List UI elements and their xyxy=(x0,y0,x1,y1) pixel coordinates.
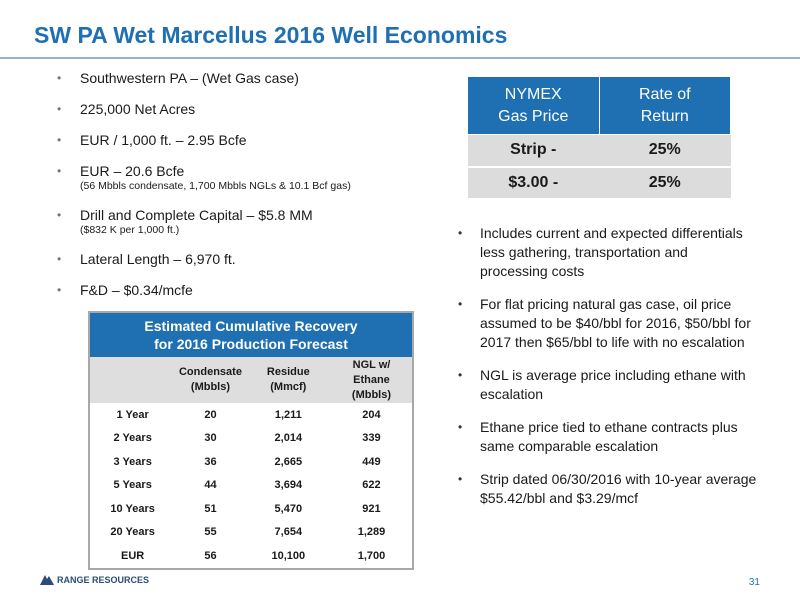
bullet-item: • Drill and Complete Capital – $5.8 MM (… xyxy=(50,207,410,237)
ngl-cell: 1,289 xyxy=(357,526,386,539)
period-cell: 5 Years xyxy=(113,479,152,492)
bullet-subtext: ($832 K per 1,000 ft.) xyxy=(80,224,180,236)
page-number: 31 xyxy=(748,577,760,588)
table-row: Strip - 25% xyxy=(467,134,731,168)
slide-title: SW PA Wet Marcellus 2016 Well Economics xyxy=(34,22,508,48)
period-col-header xyxy=(90,357,176,403)
residue-cell: 10,100 xyxy=(271,549,306,562)
table-row: 3 Years 36 2,665 449 xyxy=(90,450,412,474)
bullet-dot-icon: • xyxy=(458,226,463,240)
bullet-dot-icon: • xyxy=(57,252,62,266)
ngl-cell: 921 xyxy=(362,502,381,515)
range-logo-icon xyxy=(40,575,54,585)
bullet-item: • Southwestern PA – (Wet Gas case) xyxy=(57,70,299,86)
ror-cell: 25% xyxy=(599,166,731,200)
company-logo: RANGE RESOURCES xyxy=(40,575,149,585)
bullet-item: • NGL is average price including ethane … xyxy=(458,367,746,402)
ngl-cell: 622 xyxy=(362,479,381,492)
gas-price-cell: $3.00 - xyxy=(467,166,599,200)
logo-text: RANGE RESOURCES xyxy=(57,575,150,585)
bullet-dot-icon: • xyxy=(458,472,463,486)
bullet-item: • EUR – 20.6 Bcfe (56 Mbbls condensate, … xyxy=(50,163,410,193)
period-cell: 10 Years xyxy=(110,502,155,515)
gas-price-cell: Strip - xyxy=(467,134,599,168)
residue-cell: 3,694 xyxy=(274,479,303,492)
bullet-dot-icon: • xyxy=(458,368,463,382)
residue-cell: 2,014 xyxy=(274,432,303,445)
table-row: 5 Years 44 3,694 622 xyxy=(90,474,412,498)
bullet-dot-icon: • xyxy=(57,283,62,297)
recovery-header-row: Condensate (Mbbls) Residue (Mmcf) NGL w/… xyxy=(90,357,412,403)
bullet-dot-icon: • xyxy=(57,133,62,147)
bullet-item: • Strip dated 06/30/2016 with 10-year av… xyxy=(458,471,757,506)
period-cell: EUR xyxy=(121,549,145,562)
condensate-cell: 51 xyxy=(204,502,217,515)
ngl-cell: 449 xyxy=(362,455,381,468)
left-bullet-list: • Southwestern PA – (Wet Gas case) • 225… xyxy=(50,70,410,313)
condensate-cell: 56 xyxy=(204,549,217,562)
ngl-cell: 339 xyxy=(362,432,381,445)
table-row: 1 Year 20 1,211 204 xyxy=(90,403,412,427)
ngl-cell: 1,700 xyxy=(357,549,386,562)
condensate-cell: 44 xyxy=(204,479,217,492)
residue-cell: 1,211 xyxy=(274,408,302,421)
bullet-dot-icon: • xyxy=(57,208,62,222)
table-row: EUR 56 10,100 1,700 xyxy=(90,544,412,568)
residue-col-header: Residue (Mmcf) xyxy=(245,357,331,403)
cumulative-recovery-table: Estimated Cumulative Recovery for 2016 P… xyxy=(88,311,414,570)
nymex-col-header: NYMEX Gas Price xyxy=(467,76,600,135)
bullet-item: • 225,000 Net Acres xyxy=(57,101,196,117)
residue-cell: 7,654 xyxy=(274,526,303,539)
residue-cell: 2,665 xyxy=(274,455,303,468)
bullet-item: • For flat pricing natural gas case, oil… xyxy=(458,296,751,350)
table-row: $3.00 - 25% xyxy=(467,166,731,200)
residue-cell: 5,470 xyxy=(274,502,303,515)
condensate-cell: 30 xyxy=(204,432,217,445)
condensate-cell: 36 xyxy=(204,455,217,468)
table-row: 10 Years 51 5,470 921 xyxy=(90,497,412,521)
bullet-item: • Ethane price tied to ethane contracts … xyxy=(458,419,738,454)
right-bullet-list: • Includes current and expected differen… xyxy=(458,224,758,522)
condensate-cell: 20 xyxy=(204,408,217,421)
condensate-col-header: Condensate (Mbbls) xyxy=(175,357,246,403)
table-row: 20 Years 55 7,654 1,289 xyxy=(90,521,412,545)
bullet-dot-icon: • xyxy=(458,420,463,434)
period-cell: 3 Years xyxy=(113,455,152,468)
bullet-dot-icon: • xyxy=(57,164,62,178)
ngl-cell: 204 xyxy=(362,408,381,421)
period-cell: 20 Years xyxy=(110,526,155,539)
bullet-dot-icon: • xyxy=(57,102,62,116)
period-cell: 1 Year xyxy=(116,408,149,421)
bullet-item: • F&D – $0.34/mcfe xyxy=(57,282,193,298)
table-row: 2 Years 30 2,014 339 xyxy=(90,427,412,451)
nymex-ror-table: NYMEX Gas Price Rate of Return Strip - 2… xyxy=(467,76,731,200)
ror-col-header: Rate of Return xyxy=(598,76,731,135)
title-divider xyxy=(0,57,800,59)
period-cell: 2 Years xyxy=(113,432,152,445)
bullet-item: • Includes current and expected differen… xyxy=(458,225,743,279)
ngl-col-header: NGL w/ Ethane (Mbbls) xyxy=(330,357,412,403)
bullet-dot-icon: • xyxy=(57,71,62,85)
bullet-item: • EUR / 1,000 ft. – 2.95 Bcfe xyxy=(57,132,247,148)
bullet-dot-icon: • xyxy=(458,297,463,311)
bullet-subtext: (56 Mbbls condensate, 1,700 Mbbls NGLs &… xyxy=(80,180,351,192)
bullet-item: • Lateral Length – 6,970 ft. xyxy=(57,251,236,267)
condensate-cell: 55 xyxy=(204,526,217,539)
recovery-table-title: Estimated Cumulative Recovery for 2016 P… xyxy=(90,313,412,357)
ror-cell: 25% xyxy=(599,134,731,168)
